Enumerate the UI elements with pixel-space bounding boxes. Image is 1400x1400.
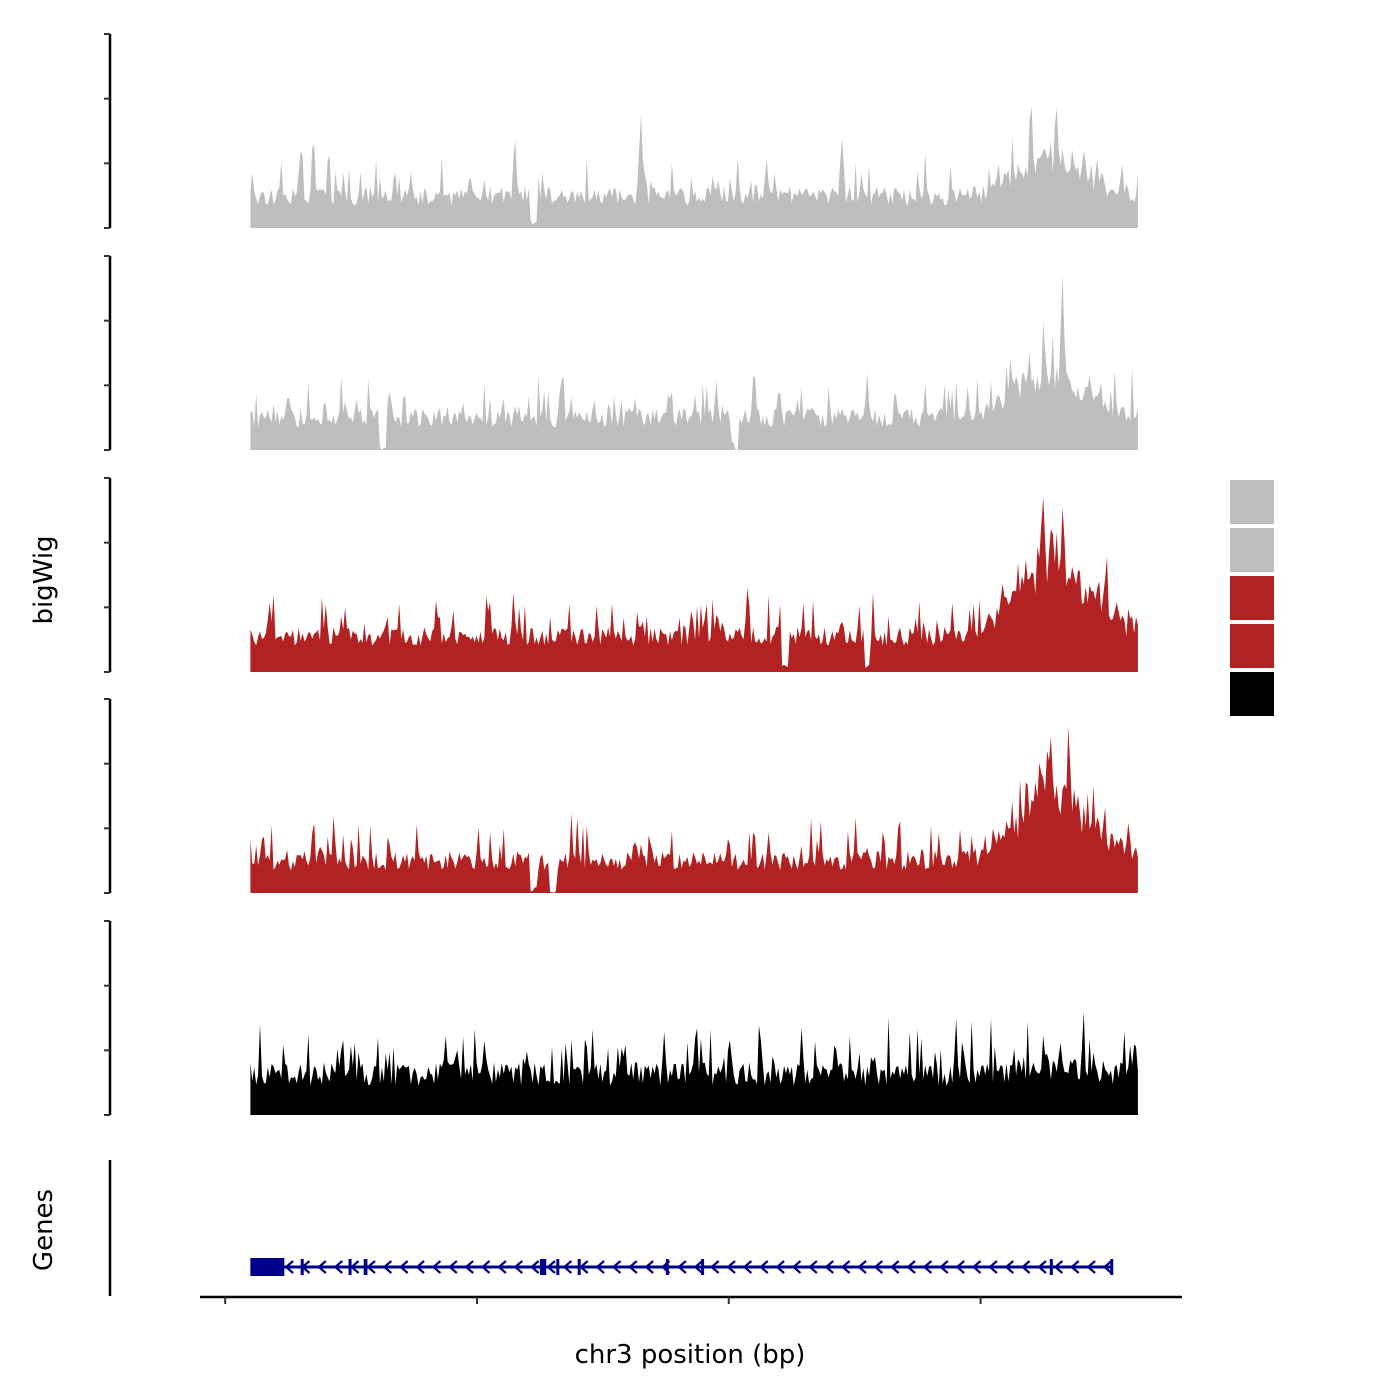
strand-arrow [464, 1260, 474, 1274]
signal-area-input [250, 1011, 1138, 1115]
strand-arrow [971, 1260, 982, 1274]
strand-arrow [1037, 1260, 1047, 1274]
strand-arrow [497, 1260, 507, 1274]
signal-area-wt1 [250, 106, 1138, 228]
strand-arrow [693, 1260, 704, 1274]
strand-arrow [906, 1260, 916, 1274]
tracks-panel [104, 33, 1138, 1116]
strand-arrow [726, 1260, 736, 1274]
exon [348, 1259, 352, 1275]
strand-arrow [317, 1260, 327, 1274]
exon [250, 1258, 285, 1276]
strand-arrow [611, 1260, 622, 1274]
strand-arrow [988, 1260, 998, 1274]
strand-arrow [644, 1260, 654, 1274]
track-ko2 [104, 698, 1138, 894]
exon [1110, 1259, 1114, 1275]
strand-arrow [922, 1260, 933, 1274]
exon [556, 1259, 560, 1275]
strand-arrow [333, 1260, 343, 1274]
strand-arrow [529, 1260, 540, 1274]
y-axis-title: bigWig [29, 535, 59, 624]
strand-arrow [513, 1260, 523, 1274]
strand-arrow [677, 1260, 687, 1274]
strand-arrow [824, 1260, 834, 1274]
strand-arrow [709, 1260, 720, 1274]
strand-arrow [955, 1260, 965, 1274]
strand-arrow [480, 1260, 491, 1274]
strand-arrow [448, 1260, 458, 1274]
exon [701, 1259, 705, 1275]
legend-key [1230, 480, 1274, 524]
legend-entry-wt2 [1230, 528, 1274, 572]
strand-arrow [562, 1260, 573, 1274]
exon [539, 1259, 547, 1275]
legend-key [1230, 528, 1274, 572]
track-wt2 [104, 255, 1138, 451]
exon [300, 1259, 304, 1275]
strand-arrow [808, 1260, 818, 1274]
track-wt1 [104, 33, 1138, 229]
strand-arrow [1070, 1260, 1080, 1274]
exon [1049, 1259, 1053, 1275]
strand-arrow [759, 1260, 769, 1274]
track-input [104, 920, 1138, 1116]
strand-arrow [1086, 1260, 1096, 1274]
strand-arrow [1053, 1260, 1064, 1274]
strand-arrow [873, 1260, 884, 1274]
strand-arrow [1102, 1260, 1113, 1274]
strand-arrow [579, 1260, 589, 1274]
strand-arrow [628, 1260, 638, 1274]
exon [665, 1259, 669, 1275]
exon [363, 1259, 368, 1275]
genes-axis-title: Genes [29, 1189, 59, 1271]
strand-arrow [399, 1260, 409, 1274]
legend-entry-ko1 [1230, 576, 1274, 620]
x-axis-title: chr3 position (bp) [575, 1340, 806, 1370]
legend-entry-input [1230, 672, 1274, 716]
strand-arrow [791, 1260, 802, 1274]
strand-arrow [1020, 1260, 1031, 1274]
strand-arrow [366, 1260, 376, 1274]
legend-entry-wt1 [1230, 480, 1274, 524]
strand-arrow [1004, 1260, 1014, 1274]
strand-arrow [939, 1260, 949, 1274]
track-ko1 [104, 477, 1138, 673]
strand-arrow [742, 1260, 753, 1274]
strand-arrow [546, 1260, 556, 1274]
strand-arrow [415, 1260, 425, 1274]
strand-arrow [775, 1260, 785, 1274]
exon [577, 1259, 581, 1275]
strand-arrow [284, 1260, 294, 1274]
strand-arrow [349, 1260, 360, 1274]
signal-area-ko1 [250, 496, 1138, 672]
legend-key [1230, 624, 1274, 668]
legend-key [1230, 672, 1274, 716]
legend-entry-ko2 [1230, 624, 1274, 668]
signal-area-ko2 [250, 726, 1138, 893]
signal-area-wt2 [250, 275, 1138, 450]
legend-key [1230, 576, 1274, 620]
gene-npnt [250, 1258, 1114, 1276]
strand-arrow [595, 1260, 605, 1274]
strand-arrow [857, 1260, 867, 1274]
strand-arrow [840, 1260, 851, 1274]
strand-arrow [431, 1260, 442, 1274]
x-axis [200, 1295, 1182, 1304]
legend [1230, 480, 1274, 716]
strand-arrow [890, 1260, 900, 1274]
strand-arrow [382, 1260, 393, 1274]
genes-panel [108, 1160, 1114, 1296]
